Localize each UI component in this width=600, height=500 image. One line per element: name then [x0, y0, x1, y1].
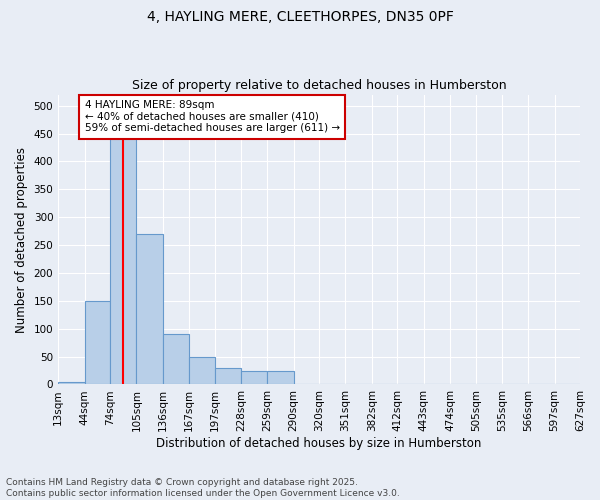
Title: Size of property relative to detached houses in Humberston: Size of property relative to detached ho… [132, 79, 506, 92]
Bar [241, 370, 267, 384]
Text: 4, HAYLING MERE, CLEETHORPES, DN35 0PF: 4, HAYLING MERE, CLEETHORPES, DN35 0PF [146, 10, 454, 24]
Text: 4 HAYLING MERE: 89sqm
← 40% of detached houses are smaller (410)
59% of semi-det: 4 HAYLING MERE: 89sqm ← 40% of detached … [85, 100, 340, 134]
Bar [136, 234, 163, 384]
Bar [110, 128, 136, 384]
X-axis label: Distribution of detached houses by size in Humberston: Distribution of detached houses by size … [157, 437, 482, 450]
Bar [267, 370, 293, 384]
Y-axis label: Number of detached properties: Number of detached properties [15, 146, 28, 332]
Text: Contains HM Land Registry data © Crown copyright and database right 2025.
Contai: Contains HM Land Registry data © Crown c… [6, 478, 400, 498]
Bar [163, 334, 189, 384]
Bar [58, 382, 85, 384]
Bar [85, 301, 110, 384]
Bar [215, 368, 241, 384]
Bar [189, 356, 215, 384]
